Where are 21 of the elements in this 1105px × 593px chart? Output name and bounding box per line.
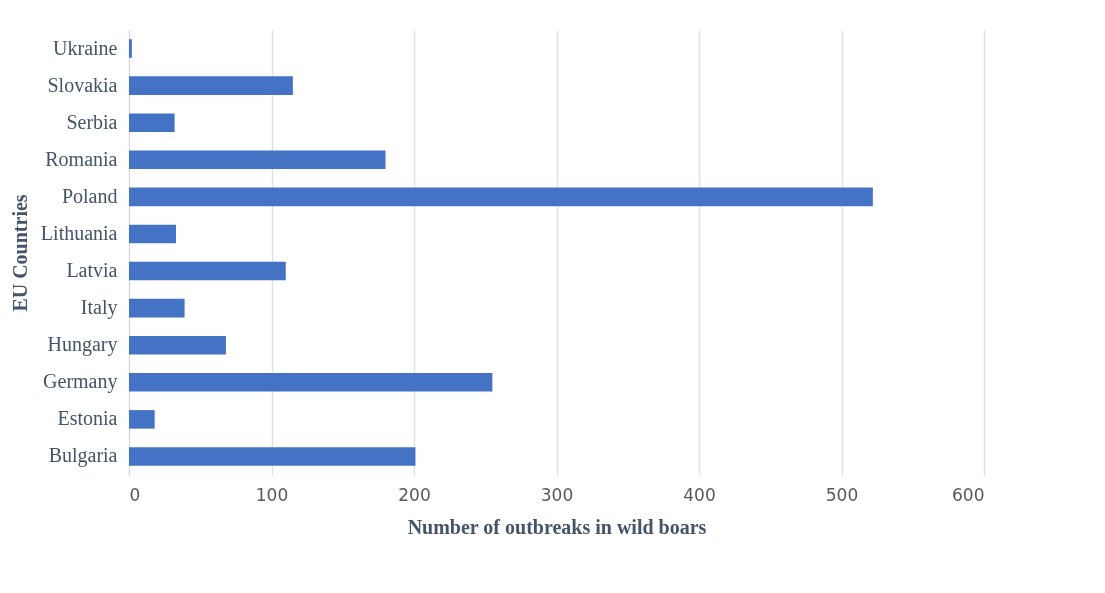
y-tick-label: Serbia — [66, 110, 118, 133]
y-tick-label: Bulgaria — [48, 444, 118, 468]
y-tick-label: Hungary — [47, 333, 118, 357]
y-tick-label: Slovakia — [47, 73, 118, 96]
y-axis-title: EU Countries — [8, 194, 31, 312]
y-tick-label: Romania — [45, 147, 118, 170]
x-tick-label: 100 — [255, 484, 289, 505]
x-tick-label: 300 — [540, 484, 574, 505]
y-tick-label: Lithuania — [40, 221, 118, 244]
y-tick-label: Germany — [43, 370, 118, 394]
y-tick-label: Ukraine — [53, 36, 118, 59]
x-tick-label: 0 — [129, 484, 141, 505]
x-axis-title: Number of outbreaks in wild boars — [407, 515, 707, 538]
y-tick-label: Latvia — [66, 259, 118, 282]
y-tick-label: Estonia — [57, 407, 118, 430]
x-tick-label: 400 — [683, 484, 716, 505]
x-tick-label: 200 — [398, 484, 431, 505]
x-tick-label: 500 — [825, 484, 859, 505]
x-tick-label: 600 — [952, 484, 985, 505]
y-tick-label: Poland — [61, 184, 118, 207]
y-tick-label: Italy — [80, 296, 118, 320]
